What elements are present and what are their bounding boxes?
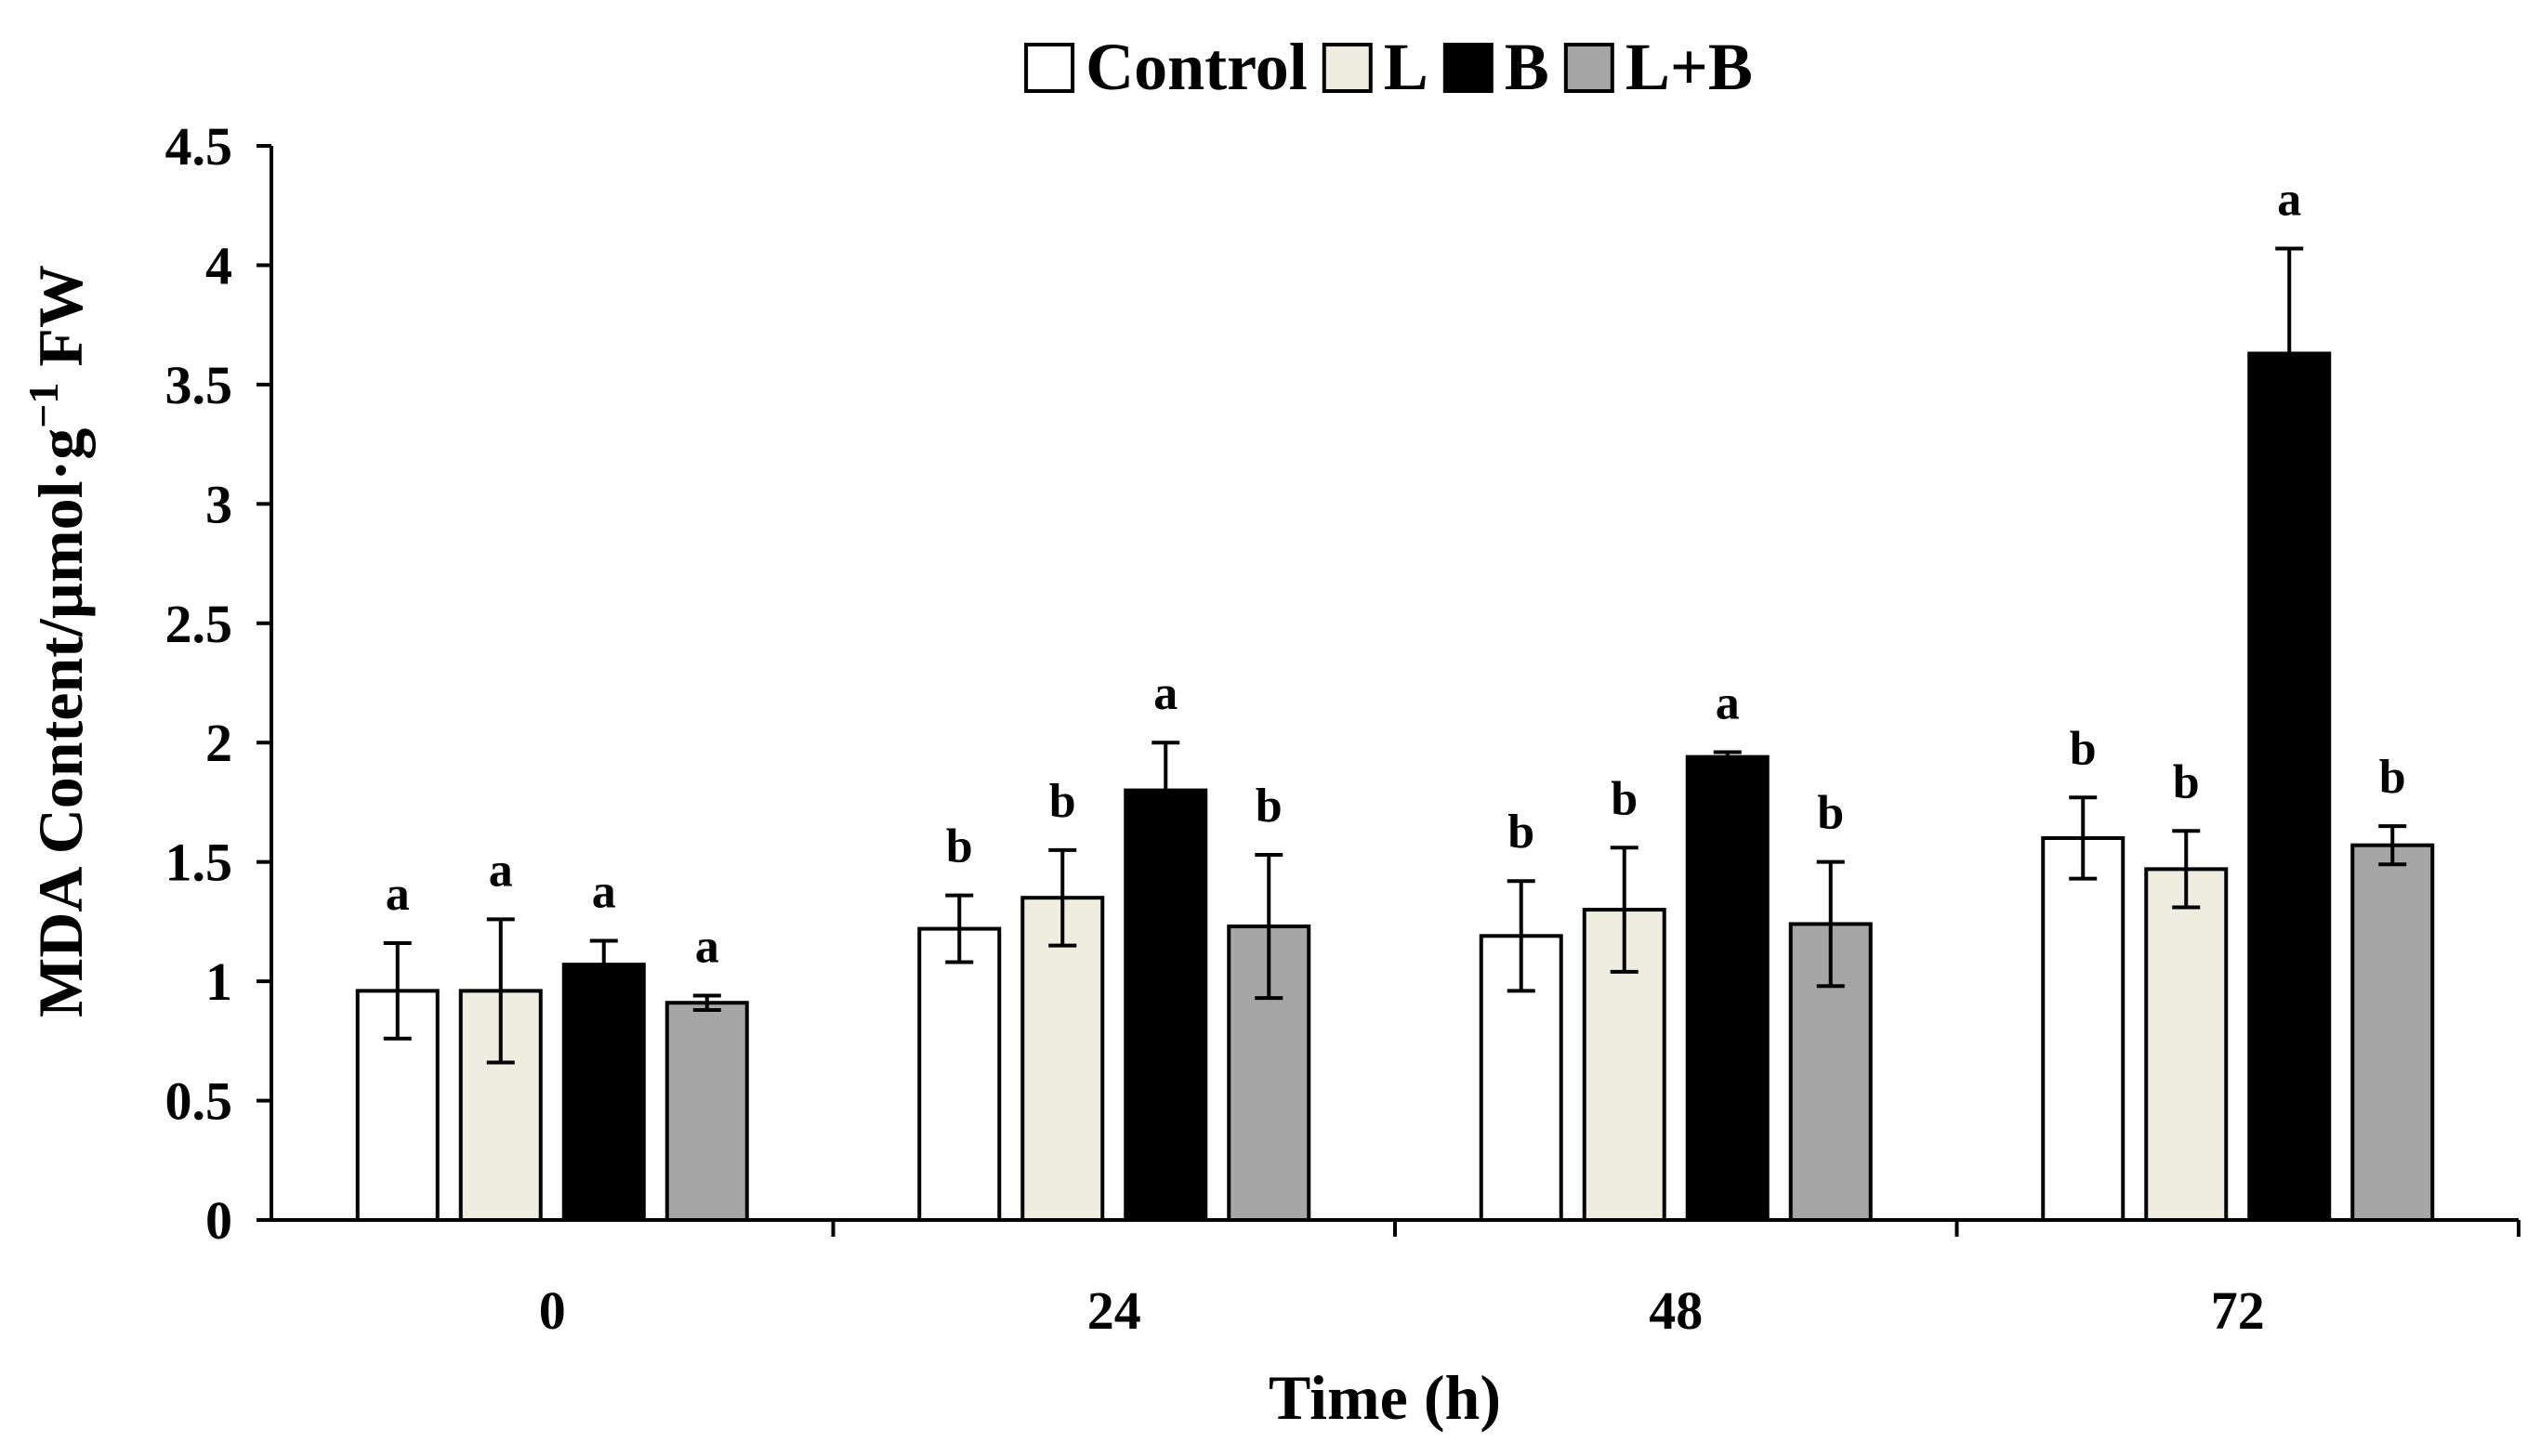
significance-letter: a: [1153, 667, 1178, 720]
bar-b-24: [1124, 788, 1208, 1222]
significance-letter: a: [1716, 676, 1740, 729]
legend: Control L B L+B: [1024, 30, 1753, 104]
legend-swatch: [1563, 43, 1614, 93]
bar-l-72: [2144, 867, 2229, 1223]
y-tick-label: 3.5: [165, 355, 233, 415]
legend-label: L: [1384, 30, 1428, 104]
bar-control-24: [917, 926, 1002, 1223]
y-axis: 0 0.5 1 1.5 2 2.5 3 3.5 4 4.5: [165, 116, 273, 1251]
significance-letter: b: [1256, 780, 1283, 833]
significance-letter: b: [2070, 722, 2097, 775]
y-axis-title-main: MDA Content/µmol·g: [25, 428, 96, 1017]
bar-l-24: [1020, 896, 1105, 1222]
significance-letters: a a a a b b a b b b a b b b a b: [386, 173, 2406, 973]
significance-letter: b: [1049, 775, 1076, 828]
significance-letter: b: [1817, 787, 1844, 840]
y-axis-title-superscript: −1: [20, 383, 67, 428]
y-tick-label: 1.5: [165, 833, 233, 893]
legend-item-control: Control: [1024, 30, 1308, 104]
significance-letter: b: [946, 820, 973, 873]
bar-b-0: [561, 963, 646, 1223]
significance-letter: a: [592, 865, 616, 918]
x-tick-label: 0: [539, 1280, 566, 1341]
y-tick-label: 2: [205, 713, 232, 773]
x-tick-label: 48: [1649, 1280, 1703, 1341]
legend-label: B: [1505, 30, 1549, 104]
significance-letter: b: [2173, 755, 2200, 808]
x-axis: 0 24 48 72: [271, 1218, 2520, 1341]
significance-letter: a: [2277, 173, 2301, 226]
bar-lplusb-0: [665, 1001, 749, 1222]
x-tick-label: 24: [1087, 1280, 1141, 1341]
y-tick-label: 4: [205, 235, 232, 295]
error-bars: [383, 246, 2407, 1065]
x-tick-label: 72: [2211, 1280, 2265, 1341]
bar-control-0: [355, 989, 440, 1223]
legend-item-l: L: [1322, 30, 1428, 104]
significance-letter: b: [1611, 772, 1638, 825]
legend-label: L+B: [1625, 30, 1753, 104]
y-tick-label: 4.5: [165, 116, 233, 177]
bar-b-48: [1685, 754, 1770, 1222]
y-axis-title-tail: FW: [25, 265, 96, 383]
bar-lplusb-72: [2350, 843, 2435, 1222]
legend-swatch: [1322, 43, 1373, 93]
y-tick-label: 0.5: [165, 1071, 233, 1132]
significance-letter: a: [386, 868, 410, 921]
legend-item-b: B: [1442, 30, 1549, 104]
bar-control-72: [2041, 835, 2125, 1222]
bars: [355, 351, 2435, 1223]
y-tick-label: 1: [205, 951, 232, 1012]
x-axis-title: Time (h): [1269, 1362, 1501, 1433]
legend-swatch: [1024, 43, 1075, 93]
y-tick-label: 0: [205, 1190, 232, 1251]
y-tick-label: 3: [205, 474, 232, 534]
significance-letter: b: [1507, 806, 1534, 859]
bar-b-72: [2247, 351, 2332, 1222]
y-tick-label: 2.5: [165, 594, 233, 654]
legend-swatch: [1442, 43, 1494, 93]
significance-letter: b: [2379, 751, 2406, 804]
significance-letter: a: [695, 921, 719, 974]
y-axis-title: MDA Content/µmol·g−1 FW: [20, 265, 96, 1017]
significance-letter: a: [489, 844, 513, 897]
legend-label: Control: [1086, 30, 1308, 104]
legend-item-lplusb: L+B: [1563, 30, 1753, 104]
